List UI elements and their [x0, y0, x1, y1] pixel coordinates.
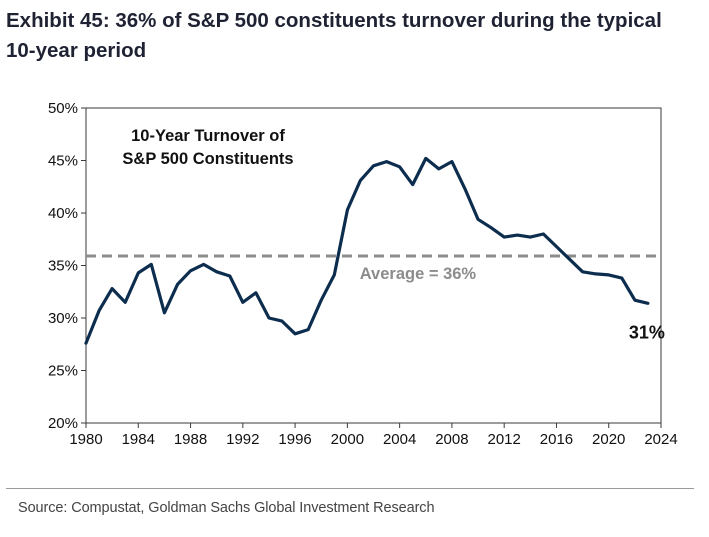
data-point: [97, 309, 101, 312]
data-point: [267, 316, 271, 320]
x-tick-label: 1988: [174, 431, 207, 448]
average-label: Average = 36%: [360, 265, 477, 283]
plot-frame: [85, 107, 662, 424]
y-tick-label: 50%: [48, 100, 78, 117]
exhibit-title: Exhibit 45: 36% of S&P 500 constituents …: [6, 9, 662, 62]
data-point: [398, 165, 401, 168]
x-tick-label: 2020: [592, 431, 625, 448]
x-tick-label: 1984: [122, 431, 155, 448]
data-point: [320, 298, 323, 302]
x-tick-label: 2012: [487, 431, 520, 448]
data-point: [385, 160, 388, 163]
data-point: [502, 235, 506, 239]
data-point: [542, 232, 545, 236]
data-point: [163, 311, 166, 314]
y-tick-label: 25%: [48, 363, 78, 380]
y-tick-label: 35%: [48, 258, 78, 275]
data-point: [254, 291, 258, 294]
y-tick-label: 40%: [48, 205, 78, 222]
data-point: [450, 160, 454, 163]
data-point: [463, 187, 467, 191]
data-point: [372, 164, 375, 167]
chart-title-line-1: 10-Year Turnover of: [131, 127, 285, 145]
source-divider: [6, 488, 694, 489]
x-tick-label: 2004: [383, 431, 416, 448]
data-point: [620, 276, 623, 280]
x-tick-label: 1996: [278, 431, 311, 448]
data-point: [150, 263, 153, 266]
data-point: [424, 157, 427, 160]
data-point: [215, 270, 218, 273]
data-point: [124, 301, 127, 304]
y-axis: 20% 25% 30% 35% 40% 45% 50%: [48, 100, 86, 432]
data-point: [555, 245, 558, 248]
x-axis: 1980 1984 1988 1992 1996 2000 2004 2008 2012 2016…: [69, 423, 678, 448]
data-point: [594, 272, 597, 276]
data-point: [280, 319, 284, 323]
data-point: [411, 183, 414, 186]
source-note: Source: Compustat, Goldman Sachs Global …: [18, 500, 435, 516]
x-tick-label: 2008: [435, 431, 468, 448]
data-point: [568, 258, 571, 261]
data-point: [529, 235, 532, 239]
data-point: [176, 283, 179, 286]
turnover-series-line: [84, 156, 650, 345]
data-point: [489, 226, 493, 229]
data-point: [306, 328, 310, 331]
data-point: [607, 273, 610, 277]
y-tick-label: 30%: [48, 310, 78, 327]
data-point: [84, 342, 88, 345]
data-point: [346, 208, 349, 212]
data-point: [476, 218, 480, 221]
data-point: [110, 287, 114, 290]
average-reference: Average = 36%: [86, 254, 661, 283]
data-point: [202, 263, 205, 266]
data-point: [137, 271, 140, 275]
x-tick-label: 2024: [644, 431, 677, 448]
x-tick-label: 1980: [69, 431, 102, 448]
data-point: [293, 332, 297, 335]
data-point: [359, 179, 362, 182]
y-tick-label: 45%: [48, 153, 78, 170]
chart-title-line-2: S&P 500 Constituents: [122, 150, 293, 168]
data-point: [646, 302, 650, 305]
x-tick-label: 1992: [226, 431, 259, 448]
end-value-label: 31%: [629, 322, 665, 342]
data-point: [189, 269, 192, 272]
data-point: [633, 298, 637, 302]
data-point: [333, 273, 336, 277]
series-points: [84, 157, 650, 345]
x-tick-label: 2000: [331, 431, 364, 448]
data-point: [437, 167, 441, 171]
data-point: [581, 270, 584, 273]
data-point: [516, 233, 519, 237]
data-point: [241, 301, 245, 304]
x-tick-label: 2016: [540, 431, 573, 448]
data-point: [228, 274, 231, 278]
y-tick-label: 20%: [48, 415, 78, 432]
